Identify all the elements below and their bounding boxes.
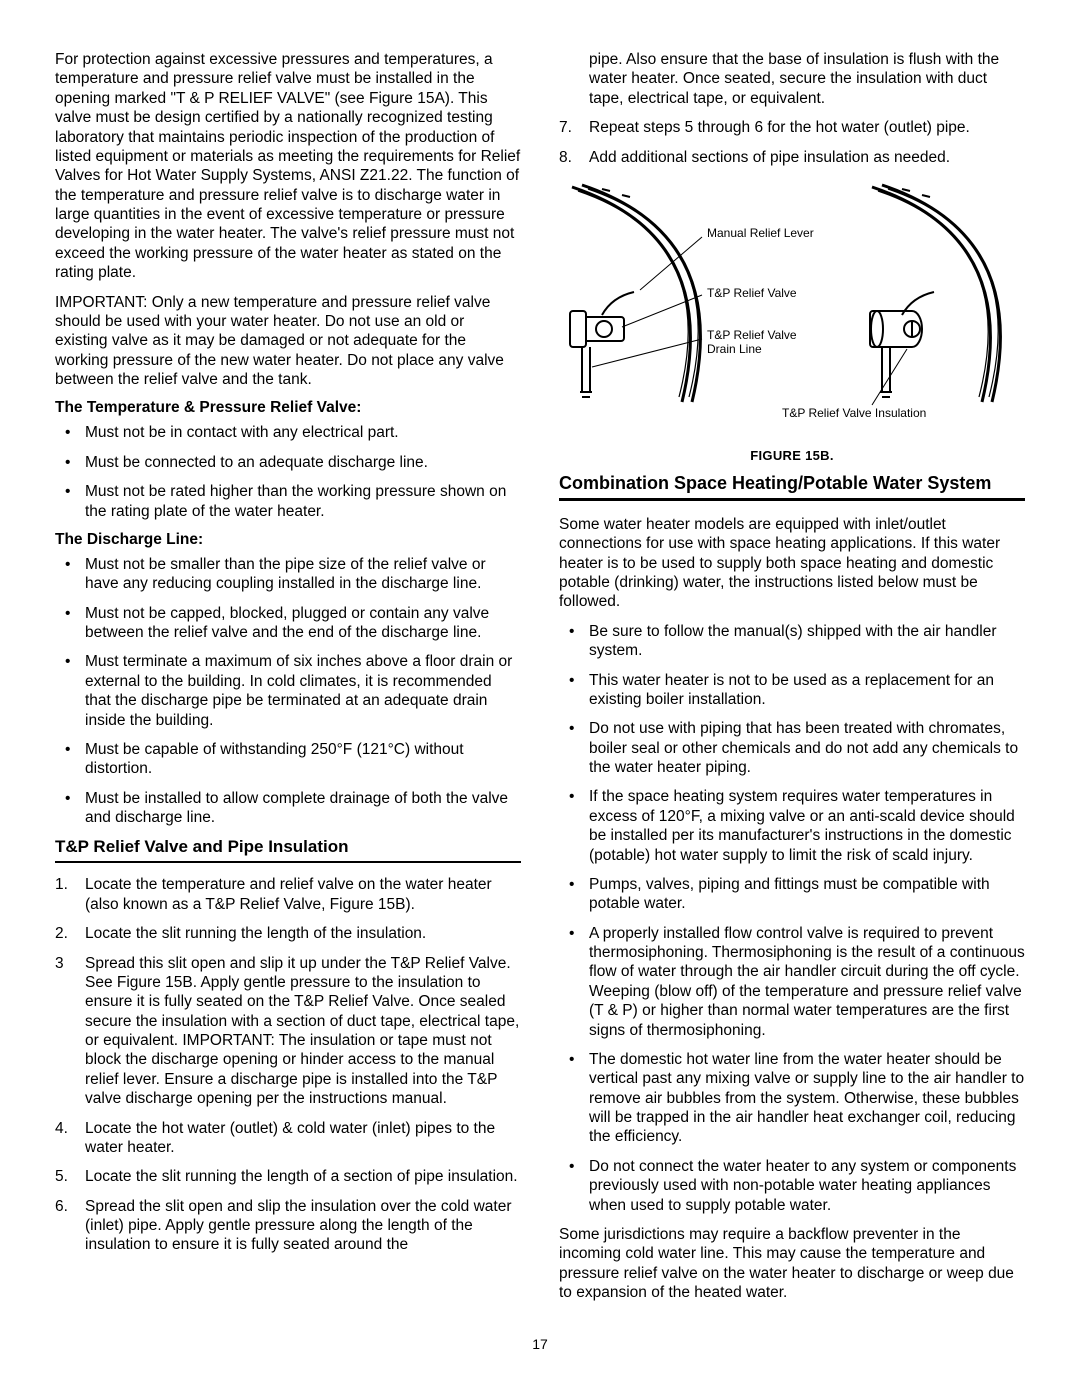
list-item: Must be connected to an adequate dischar… [55, 453, 521, 472]
list-item: A properly installed flow control valve … [559, 924, 1025, 1040]
paragraph: For protection against excessive pressur… [55, 50, 521, 283]
figure-caption: FIGURE 15B. [559, 448, 1025, 463]
list-item: Must not be in contact with any electric… [55, 423, 521, 442]
list-item: The domestic hot water line from the wat… [559, 1050, 1025, 1147]
list-item: 7.Repeat steps 5 through 6 for the hot w… [559, 118, 1025, 137]
list-item: This water heater is not to be used as a… [559, 671, 1025, 710]
fig-label-valve: T&P Relief Valve [707, 286, 797, 300]
section-rule [55, 861, 521, 863]
section-rule [559, 498, 1025, 501]
discharge-list: Must not be smaller than the pipe size o… [55, 555, 521, 828]
list-item: If the space heating system requires wat… [559, 787, 1025, 865]
list-item: 2.Locate the slit running the length of … [55, 924, 521, 943]
list-item: Must not be capped, blocked, plugged or … [55, 604, 521, 643]
heading-discharge-line: The Discharge Line: [55, 531, 521, 549]
left-column: For protection against excessive pressur… [55, 50, 521, 1312]
list-item: Must be capable of withstanding 250°F (1… [55, 740, 521, 779]
list-item: 8.Add additional sections of pipe insula… [559, 148, 1025, 167]
heading-combination: Combination Space Heating/Potable Water … [559, 473, 1025, 494]
fig-label-insulation: T&P Relief Valve Insulation [782, 406, 926, 420]
list-item: Must not be smaller than the pipe size o… [55, 555, 521, 594]
combination-list: Be sure to follow the manual(s) shipped … [559, 622, 1025, 1215]
list-item: Must terminate a maximum of six inches a… [55, 652, 521, 730]
paragraph: IMPORTANT: Only a new temperature and pr… [55, 293, 521, 390]
figure-15b: Manual Relief Lever T&P Relief Valve T&P… [559, 177, 1025, 442]
list-item: Be sure to follow the manual(s) shipped … [559, 622, 1025, 661]
list-item: Must not be rated higher than the workin… [55, 482, 521, 521]
paragraph: Some water heater models are equipped wi… [559, 515, 1025, 612]
fig-label-drain1: T&P Relief Valve [707, 328, 797, 342]
list-item: Must be installed to allow complete drai… [55, 789, 521, 828]
paragraph: Some jurisdictions may require a backflo… [559, 1225, 1025, 1303]
insulation-steps-cont: 7.Repeat steps 5 through 6 for the hot w… [559, 118, 1025, 167]
list-item: Pumps, valves, piping and fittings must … [559, 875, 1025, 914]
fig-label-drain2: Drain Line [707, 342, 762, 356]
page-number: 17 [55, 1336, 1025, 1352]
list-item: Do not use with piping that has been tre… [559, 719, 1025, 777]
list-item: 1.Locate the temperature and relief valv… [55, 875, 521, 914]
list-item: 5.Locate the slit running the length of … [55, 1167, 521, 1186]
list-item: 4.Locate the hot water (outlet) & cold w… [55, 1119, 521, 1158]
insulation-steps: 1.Locate the temperature and relief valv… [55, 875, 521, 1254]
list-item: 6.Spread the slit open and slip the insu… [55, 1197, 521, 1255]
heading-tp-valve: The Temperature & Pressure Relief Valve: [55, 399, 521, 417]
list-item: Do not connect the water heater to any s… [559, 1157, 1025, 1215]
paragraph: pipe. Also ensure that the base of insul… [559, 50, 1025, 108]
heading-insulation: T&P Relief Valve and Pipe Insulation [55, 837, 521, 857]
list-item: 3Spread this slit open and slip it up un… [55, 954, 521, 1109]
tp-valve-list: Must not be in contact with any electric… [55, 423, 521, 521]
fig-label-lever: Manual Relief Lever [707, 226, 814, 240]
right-column: pipe. Also ensure that the base of insul… [559, 50, 1025, 1312]
